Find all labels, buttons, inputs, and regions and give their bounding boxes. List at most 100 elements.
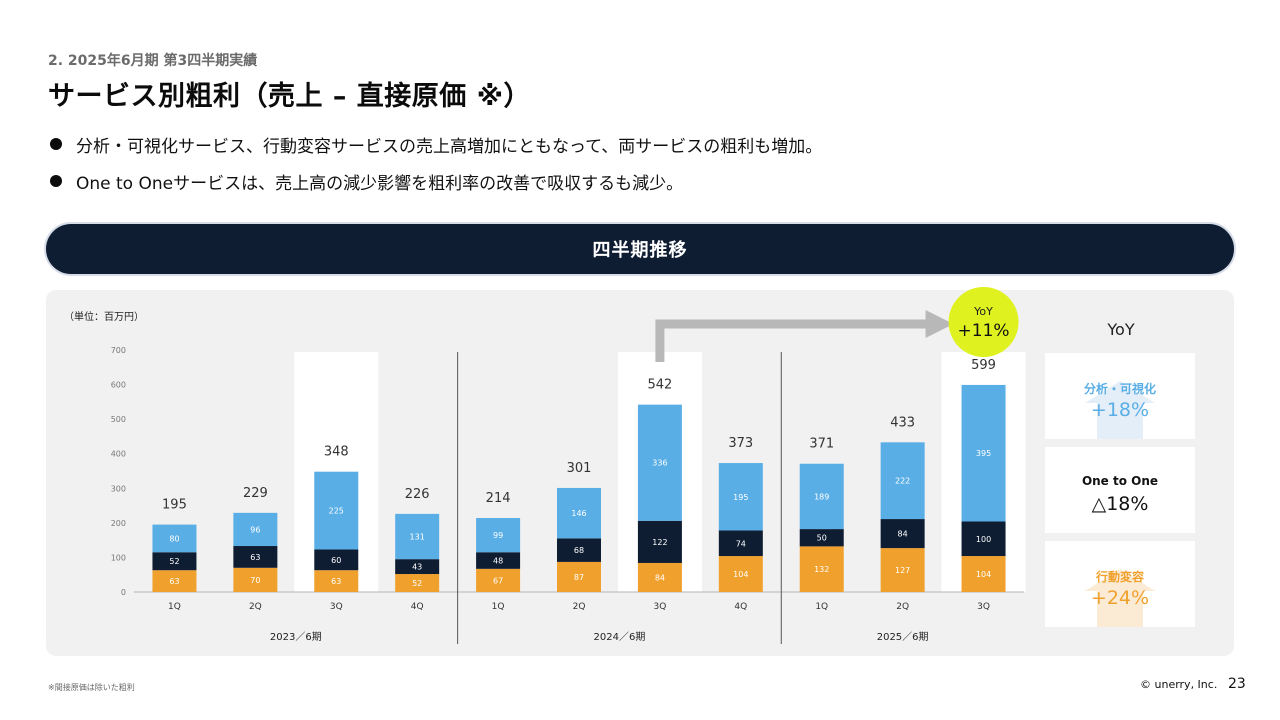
period-label: 2023／6期 bbox=[270, 631, 322, 643]
bar-segment bbox=[961, 521, 1006, 557]
bar-segment bbox=[152, 552, 197, 571]
bar-value-label: 395 bbox=[976, 449, 991, 458]
bar-value-label: 225 bbox=[329, 507, 344, 516]
bullet-text: 分析・可視化サービス、行動変容サービスの売上高増加にともなって、両サービスの粗利… bbox=[76, 136, 823, 157]
bar-segment bbox=[557, 538, 601, 562]
x-tick-label: 4Q bbox=[411, 602, 424, 612]
bar-segment bbox=[880, 519, 925, 549]
bar-value-label: 70 bbox=[250, 576, 260, 585]
yoy-label: 行動変容 bbox=[1095, 570, 1144, 584]
yoy-label: 分析・可視化 bbox=[1083, 382, 1156, 396]
y-tick-label: 600 bbox=[111, 381, 126, 390]
bar-value-label: 67 bbox=[493, 576, 503, 585]
bar-segment bbox=[314, 471, 359, 550]
bar-value-label: 195 bbox=[733, 493, 748, 502]
period-label: 2025／6期 bbox=[877, 631, 929, 643]
bar-total-label: 301 bbox=[567, 461, 592, 476]
x-tick-label: 3Q bbox=[654, 602, 667, 612]
bar-total-label: 229 bbox=[243, 486, 268, 501]
bar-value-label: 63 bbox=[250, 553, 260, 562]
bar-value-label: 96 bbox=[250, 525, 260, 534]
bar-segment bbox=[557, 487, 601, 539]
bar-segment bbox=[961, 384, 1006, 522]
y-tick-label: 500 bbox=[111, 415, 126, 424]
bar-value-label: 87 bbox=[574, 573, 584, 582]
bar-segment bbox=[637, 562, 682, 592]
bar-total-label: 348 bbox=[324, 445, 349, 460]
bar-total-label: 373 bbox=[728, 436, 753, 451]
bar-segment bbox=[718, 530, 763, 557]
bar-segment bbox=[395, 559, 440, 575]
bar-value-label: 48 bbox=[493, 557, 503, 566]
bar-value-label: 222 bbox=[895, 477, 910, 486]
x-tick-label: 4Q bbox=[734, 602, 747, 612]
bar-segment bbox=[152, 524, 197, 553]
bar-total-label: 371 bbox=[809, 437, 834, 452]
x-tick-label: 2Q bbox=[573, 602, 586, 612]
y-tick-label: 700 bbox=[111, 346, 126, 355]
bar-segment bbox=[395, 574, 440, 592]
bar-total-label: 214 bbox=[486, 491, 511, 506]
up-arrow-icon bbox=[1085, 569, 1155, 627]
bar-segment bbox=[152, 570, 197, 592]
x-tick-label: 1Q bbox=[168, 602, 181, 612]
copyright: © unerry, Inc. bbox=[1140, 678, 1218, 691]
section-banner: 四半期推移 bbox=[46, 224, 1234, 274]
yoy-callout-value: +11% bbox=[958, 321, 1010, 341]
x-tick-label: 2Q bbox=[249, 602, 262, 612]
bar-total-label: 542 bbox=[647, 378, 672, 393]
yoy-value: +18% bbox=[1090, 399, 1150, 421]
bullet-dot-icon bbox=[50, 138, 62, 150]
yoy-card-one-to-one: One to One △18% bbox=[1045, 447, 1195, 533]
x-tick-label: 3Q bbox=[977, 602, 990, 612]
bar-segment bbox=[637, 404, 682, 521]
bar-segment bbox=[314, 549, 359, 571]
yoy-card-behavior-change: 行動変容 +24% bbox=[1045, 541, 1195, 627]
bar-value-label: 122 bbox=[652, 538, 667, 547]
bar-value-label: 43 bbox=[412, 563, 422, 572]
bullet-dot-icon bbox=[50, 175, 62, 187]
y-tick-label: 300 bbox=[111, 484, 126, 493]
bar-segment bbox=[799, 529, 844, 547]
bar-value-label: 99 bbox=[493, 531, 503, 540]
bar-value-label: 84 bbox=[655, 573, 665, 582]
bar-value-label: 80 bbox=[169, 534, 179, 543]
yoy-label: One to One bbox=[1081, 474, 1159, 488]
bar-value-label: 52 bbox=[169, 557, 179, 566]
x-tick-label: 2Q bbox=[896, 602, 909, 612]
bar-value-label: 131 bbox=[410, 533, 425, 542]
yoy-value: △18% bbox=[1091, 493, 1149, 515]
bar-value-label: 189 bbox=[814, 492, 829, 501]
yoy-callout-circle bbox=[948, 287, 1019, 357]
bar-value-label: 50 bbox=[817, 534, 827, 543]
bar-value-label: 68 bbox=[574, 546, 584, 555]
section-subtitle: 2. 2025年6月期 第3四半期実績 bbox=[48, 53, 258, 69]
yoy-callout-label: YoY bbox=[973, 305, 993, 318]
bullet-list: 分析・可視化サービス、行動変容サービスの売上高増加にともなって、両サービスの粗利… bbox=[50, 130, 822, 204]
up-arrow-icon bbox=[1085, 381, 1155, 439]
x-tick-label: 1Q bbox=[492, 602, 505, 612]
y-tick-label: 400 bbox=[111, 450, 126, 459]
bar-value-label: 132 bbox=[814, 565, 829, 574]
callout-arrow-line bbox=[655, 319, 928, 362]
bar-segment bbox=[395, 513, 440, 560]
yoy-value: +24% bbox=[1090, 587, 1150, 609]
bar-total-label: 226 bbox=[405, 487, 430, 502]
bar-value-label: 336 bbox=[652, 459, 667, 468]
bullet-item: 分析・可視化サービス、行動変容サービスの売上高増加にともなって、両サービスの粗利… bbox=[50, 130, 822, 158]
page-number: 23 bbox=[1228, 676, 1246, 692]
bar-segment bbox=[880, 548, 925, 592]
y-tick-label: 200 bbox=[111, 519, 126, 528]
bar-value-label: 84 bbox=[898, 530, 908, 539]
bar-segment bbox=[961, 556, 1006, 592]
banner-label: 四半期推移 bbox=[592, 240, 688, 261]
bar-value-label: 74 bbox=[736, 539, 746, 548]
bar-segment bbox=[233, 567, 278, 592]
bar-total-label: 195 bbox=[162, 498, 187, 513]
bar-value-label: 104 bbox=[733, 570, 748, 579]
bar-value-label: 100 bbox=[976, 535, 991, 544]
bar-segment bbox=[799, 546, 844, 592]
bar-segment bbox=[233, 546, 278, 568]
footnote: ※間接原価は除いた粗利 bbox=[48, 683, 135, 692]
bar-segment bbox=[637, 520, 682, 563]
